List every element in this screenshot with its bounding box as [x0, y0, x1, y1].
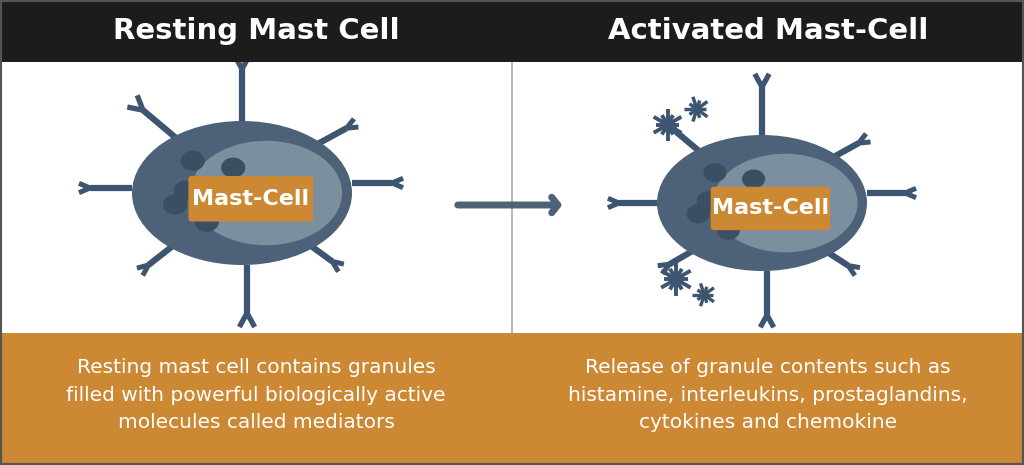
Ellipse shape: [163, 194, 187, 215]
Ellipse shape: [696, 191, 720, 210]
Text: Resting mast cell contains granules
filled with powerful biologically active
mol: Resting mast cell contains granules fill…: [67, 358, 445, 432]
Ellipse shape: [713, 154, 857, 252]
Text: Release of granule contents such as
histamine, interleukins, prostaglandins,
cyt: Release of granule contents such as hist…: [568, 358, 968, 432]
Ellipse shape: [174, 180, 198, 201]
Ellipse shape: [195, 212, 219, 232]
Ellipse shape: [703, 163, 726, 182]
Ellipse shape: [180, 151, 205, 171]
Text: Resting Mast Cell: Resting Mast Cell: [113, 17, 399, 45]
Ellipse shape: [687, 204, 710, 223]
FancyBboxPatch shape: [711, 187, 830, 230]
Ellipse shape: [742, 170, 765, 189]
Ellipse shape: [717, 221, 740, 240]
Text: Mast-Cell: Mast-Cell: [712, 199, 829, 219]
Bar: [0, 333, 1024, 465]
Text: Mast-Cell: Mast-Cell: [193, 189, 309, 209]
Bar: [0, 0, 1024, 62]
Ellipse shape: [190, 141, 342, 245]
Text: Activated Mast-Cell: Activated Mast-Cell: [608, 17, 928, 45]
Ellipse shape: [132, 121, 352, 265]
Ellipse shape: [657, 135, 867, 271]
FancyBboxPatch shape: [188, 176, 313, 221]
Ellipse shape: [221, 158, 246, 178]
